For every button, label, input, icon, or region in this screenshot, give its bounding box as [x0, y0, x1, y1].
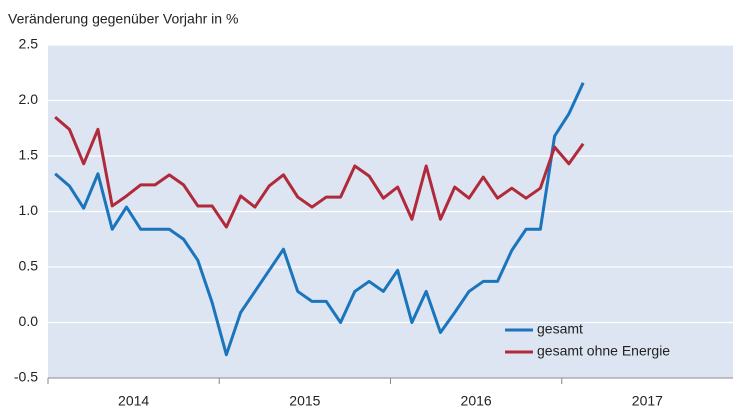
- y-tick-label: 2.5: [19, 36, 39, 52]
- x-tick-label: 2017: [632, 393, 663, 408]
- legend-label: gesamt ohne Energie: [537, 343, 670, 359]
- y-tick-label: -0.5: [14, 369, 38, 385]
- series-line: [54, 116, 585, 229]
- y-tick-label: 0.5: [19, 258, 39, 274]
- y-tick-label: 0.0: [19, 313, 39, 329]
- y-tick-label: 1.0: [19, 202, 39, 218]
- series-line: [54, 82, 585, 357]
- y-tick-label: 1.5: [19, 147, 39, 163]
- y-tick-label: 2.0: [19, 91, 39, 107]
- x-tick-label: 2014: [118, 393, 149, 408]
- x-tick-label: 2016: [461, 393, 492, 408]
- legend-label: gesamt: [537, 321, 583, 337]
- chart-title: Veränderung gegenüber Vorjahr in %: [8, 11, 238, 27]
- x-tick-label: 2015: [289, 393, 320, 408]
